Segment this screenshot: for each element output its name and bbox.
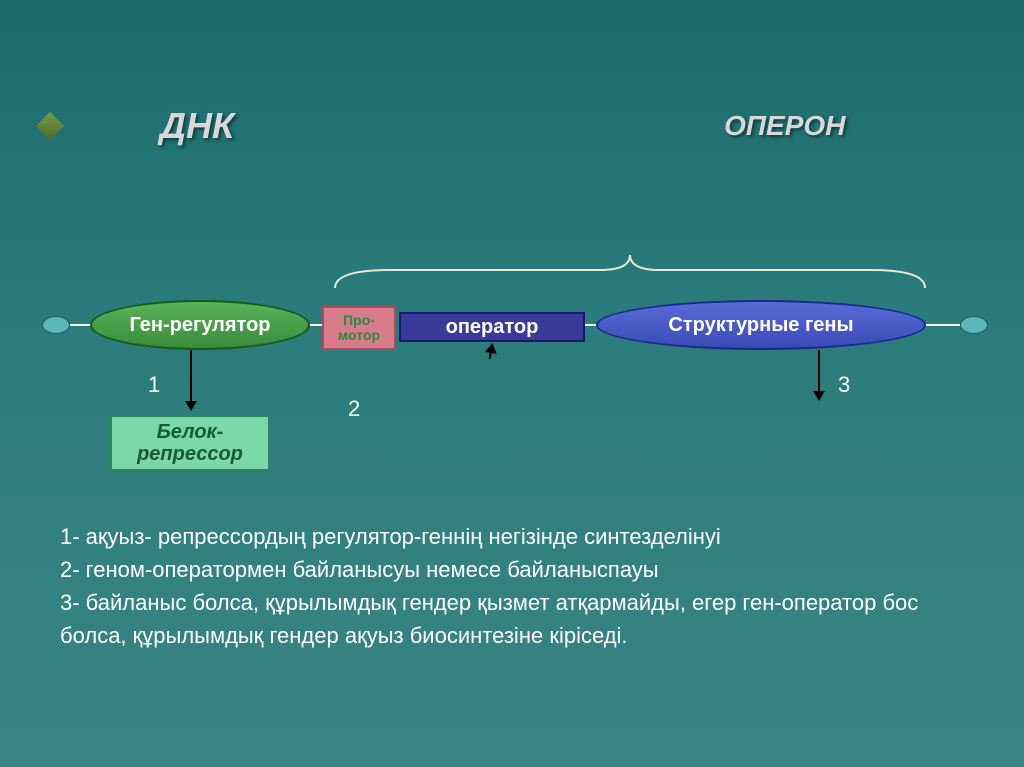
title-dnk: ДНК xyxy=(160,105,234,147)
dna-end-left xyxy=(42,316,70,334)
legend-line-3: 3- байланыс болса, құрылымдық гендер қыз… xyxy=(60,586,964,652)
legend-line-2: 2- геном-оператормен байланысуы немесе б… xyxy=(60,553,964,586)
arrow-up-icon xyxy=(489,344,494,359)
dna-line xyxy=(926,324,960,326)
gen-regulator-node: Ген-регулятор xyxy=(90,300,310,350)
bullet-icon xyxy=(36,112,64,140)
number-label-2: 2 xyxy=(348,396,360,422)
dna-line xyxy=(70,324,92,326)
legend-block: 1- ақуыз- репрессордың регулятор-геннің … xyxy=(60,520,964,652)
structural-genes-label: Структурные гены xyxy=(668,314,853,337)
gen-regulator-label: Ген-регулятор xyxy=(129,314,270,337)
operon-diagram: Ген-регулятор Про- мотор оператор Структ… xyxy=(0,300,1024,500)
arrow-down-icon xyxy=(190,350,192,410)
structural-genes-node: Структурные гены xyxy=(596,300,926,350)
operator-label: оператор xyxy=(446,316,539,339)
title-row: ДНК ОПЕРОН xyxy=(0,105,1024,147)
promoter-label: Про- мотор xyxy=(338,313,380,344)
protein-repressor-node: Белок- репрессор xyxy=(110,415,270,471)
number-label-3: 3 xyxy=(838,372,850,398)
dna-end-right xyxy=(960,316,988,334)
title-operon: ОПЕРОН xyxy=(724,110,845,142)
arrow-down-icon xyxy=(818,350,820,400)
operator-node: оператор xyxy=(399,312,585,342)
brace-icon xyxy=(330,250,930,290)
promoter-node: Про- мотор xyxy=(322,306,396,350)
legend-line-1: 1- ақуыз- репрессордың регулятор-геннің … xyxy=(60,520,964,553)
number-label-1: 1 xyxy=(148,372,160,398)
protein-repressor-label: Белок- репрессор xyxy=(137,421,243,465)
